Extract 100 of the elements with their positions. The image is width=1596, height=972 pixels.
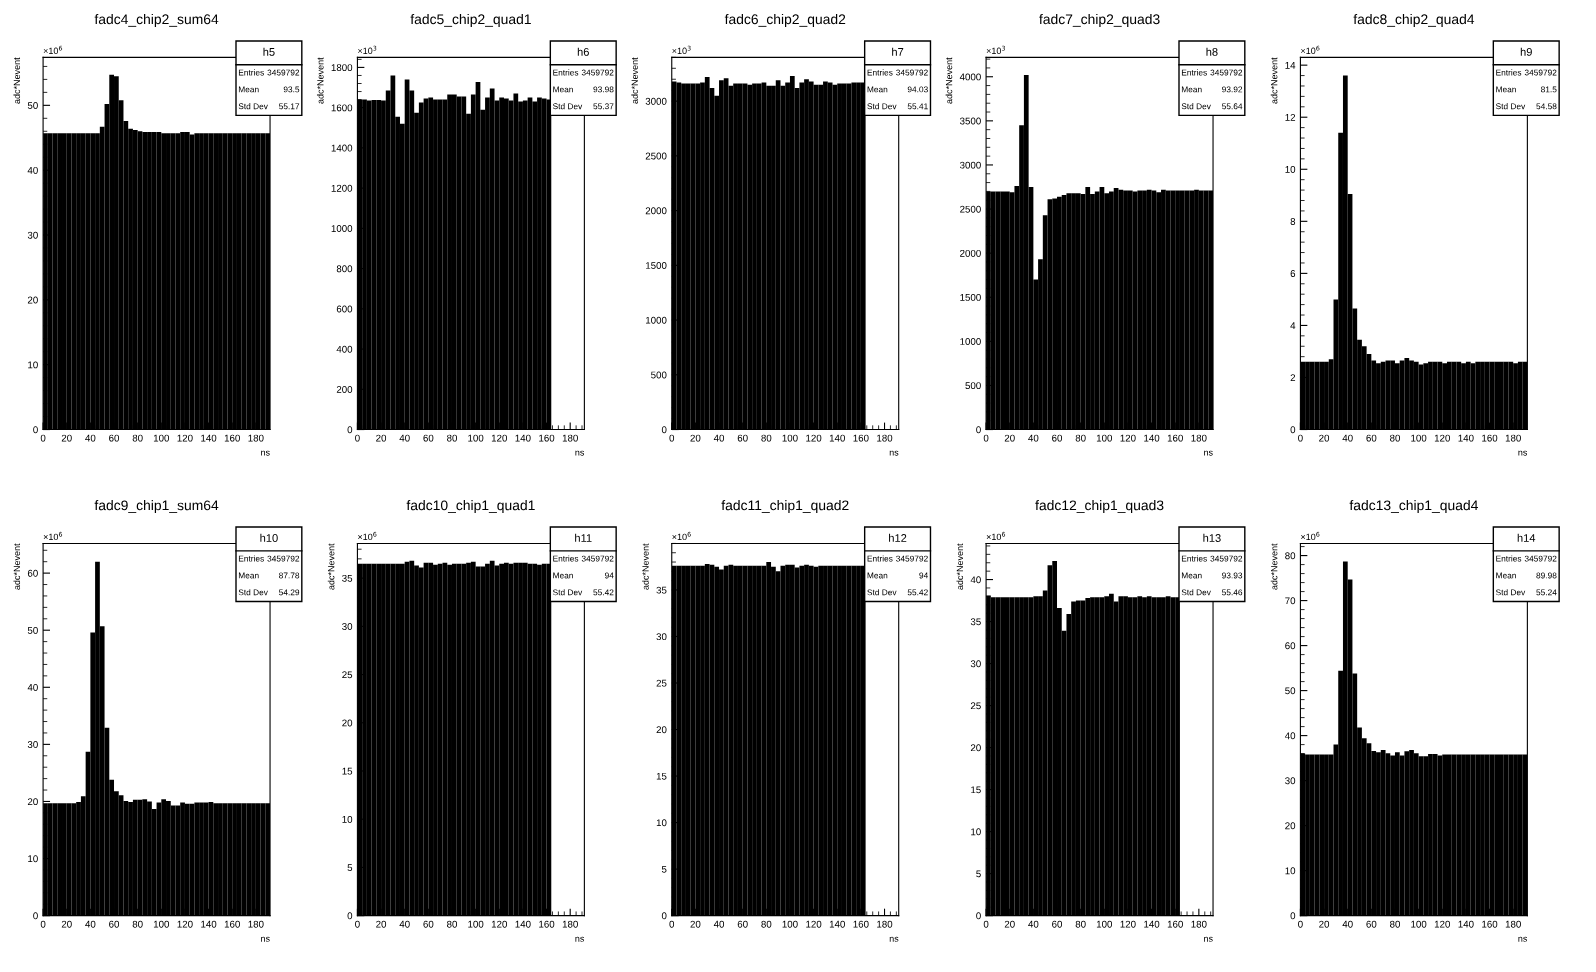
y-tick-label: 60 bbox=[27, 569, 38, 577]
x-tick-label: 80 bbox=[132, 920, 143, 928]
y-tick-label: 5 bbox=[347, 864, 353, 872]
x-tick-label: 160 bbox=[539, 434, 555, 442]
annotation: 3459792 bbox=[581, 555, 614, 562]
annotation: 3459792 bbox=[1524, 555, 1557, 562]
annotation: 3459792 bbox=[581, 69, 614, 76]
y-axis-title: adc*Nevent bbox=[631, 57, 638, 104]
x-tick-label: 0 bbox=[983, 434, 989, 442]
y-tick-label: 2500 bbox=[645, 152, 667, 160]
y-tick-label: 0 bbox=[661, 426, 667, 434]
x-tick-label: 20 bbox=[376, 920, 387, 928]
y-tick-label: 20 bbox=[27, 798, 38, 806]
x-tick-label: 100 bbox=[782, 920, 798, 928]
x-tick-label: 20 bbox=[690, 920, 701, 928]
x-tick-label: 160 bbox=[224, 920, 240, 928]
y-axis-title: adc*Nevent bbox=[316, 57, 324, 104]
text: h13 bbox=[1203, 533, 1221, 542]
text: 93.92 bbox=[1222, 86, 1243, 93]
y-tick-label: 0 bbox=[976, 912, 981, 920]
text: 55.42 bbox=[907, 589, 928, 596]
text: 54.58 bbox=[1536, 103, 1557, 110]
x-tick-label: 180 bbox=[562, 434, 578, 442]
text: 93.93 bbox=[1222, 572, 1243, 579]
y-axis-title: adc*Nevent bbox=[1270, 543, 1278, 590]
x-tick-label: 60 bbox=[1052, 920, 1063, 928]
text: ×10$^{6}$ bbox=[1301, 45, 1320, 55]
annotation: Std Dev bbox=[238, 589, 268, 596]
x-tick-label: 20 bbox=[376, 434, 387, 442]
x-tick-label: 160 bbox=[224, 434, 240, 442]
annotation: Std Dev bbox=[552, 589, 583, 596]
x-tick-label: 80 bbox=[1075, 920, 1086, 928]
x-tick-label: 0 bbox=[355, 920, 360, 928]
y-tick-label: 1000 bbox=[331, 225, 353, 232]
x-tick-label: 140 bbox=[201, 434, 217, 442]
y-tick-label: 200 bbox=[336, 386, 353, 393]
text: h12 bbox=[889, 533, 907, 542]
y-tick-label: 0 bbox=[33, 912, 38, 920]
y-tick-label: 25 bbox=[656, 679, 667, 687]
x-tick-label: 80 bbox=[132, 434, 143, 442]
text: 55.24 bbox=[1536, 589, 1557, 596]
text: ×10$^{6}$ bbox=[358, 531, 377, 541]
x-tick-label: 40 bbox=[713, 920, 725, 928]
y-tick-label: 1000 bbox=[646, 316, 667, 324]
x-tick-label: 60 bbox=[423, 434, 434, 442]
annotation: Entries bbox=[867, 555, 893, 562]
annotation: Mean bbox=[1181, 86, 1202, 93]
x-tick-label: 120 bbox=[1434, 920, 1450, 928]
text: 55.17 bbox=[279, 103, 300, 110]
text: h6 bbox=[577, 47, 589, 56]
y-tick-label: 20 bbox=[656, 726, 667, 734]
x-tick-label: 0 bbox=[669, 920, 675, 928]
y-tick-label: 50 bbox=[27, 102, 38, 109]
annotation: Std Dev bbox=[867, 589, 897, 596]
x-tick-label: 100 bbox=[1096, 920, 1113, 928]
annotation: Std Dev bbox=[1181, 589, 1211, 596]
x-tick-label: 40 bbox=[399, 434, 410, 442]
annotation: Entries bbox=[1496, 69, 1522, 76]
y-tick-label: 40 bbox=[27, 166, 38, 174]
annotation: 3459792 bbox=[1210, 555, 1243, 562]
x-tick-label: 0 bbox=[983, 920, 989, 928]
text: h9 bbox=[1520, 47, 1532, 56]
text: ×10$^{3}$ bbox=[358, 45, 377, 55]
y-tick-label: 35 bbox=[970, 618, 981, 626]
y-tick-label: 30 bbox=[342, 623, 353, 630]
x-tick-label: 0 bbox=[1298, 920, 1303, 928]
y-tick-label: 40 bbox=[1284, 732, 1296, 740]
annotation: Mean bbox=[867, 86, 888, 93]
x-tick-label: 80 bbox=[447, 920, 458, 928]
text: ×10$^{6}$ bbox=[986, 531, 1006, 541]
x-tick-label: 60 bbox=[737, 434, 748, 442]
x-axis-title: ns bbox=[889, 450, 899, 456]
x-tick-label: 100 bbox=[1096, 434, 1113, 442]
x-tick-label: 160 bbox=[1482, 920, 1498, 928]
x-tick-label: 20 bbox=[61, 434, 72, 442]
x-tick-label: 40 bbox=[85, 920, 96, 928]
y-axis-title: adc*Nevent bbox=[13, 57, 21, 104]
x-tick-label: 0 bbox=[40, 434, 46, 442]
x-tick-label: 40 bbox=[713, 434, 725, 442]
y-axis-title: adc*Nevent bbox=[1270, 57, 1278, 104]
x-tick-label: 140 bbox=[515, 920, 531, 928]
chart-title: fadc11_chip1_quad2 bbox=[721, 500, 849, 513]
y-tick-label: 500 bbox=[651, 371, 667, 379]
x-tick-label: 40 bbox=[1028, 434, 1039, 442]
y-tick-label: 4000 bbox=[959, 73, 981, 81]
text: 94 bbox=[919, 572, 928, 579]
y-tick-label: 0 bbox=[347, 426, 353, 434]
text: 93.98 bbox=[593, 86, 614, 93]
y-tick-label: 20 bbox=[970, 744, 981, 752]
text: 55.41 bbox=[907, 103, 928, 110]
annotation: Std Dev bbox=[867, 103, 897, 110]
y-tick-label: 30 bbox=[27, 741, 38, 748]
y-tick-label: 30 bbox=[970, 660, 981, 668]
y-tick-label: 20 bbox=[342, 719, 353, 727]
y-tick-label: 20 bbox=[1285, 822, 1296, 830]
y-tick-label: 30 bbox=[27, 231, 38, 239]
x-tick-label: 60 bbox=[1052, 434, 1063, 442]
x-tick-label: 160 bbox=[853, 434, 869, 442]
x-tick-label: 80 bbox=[761, 434, 772, 442]
y-tick-label: 0 bbox=[976, 426, 981, 434]
